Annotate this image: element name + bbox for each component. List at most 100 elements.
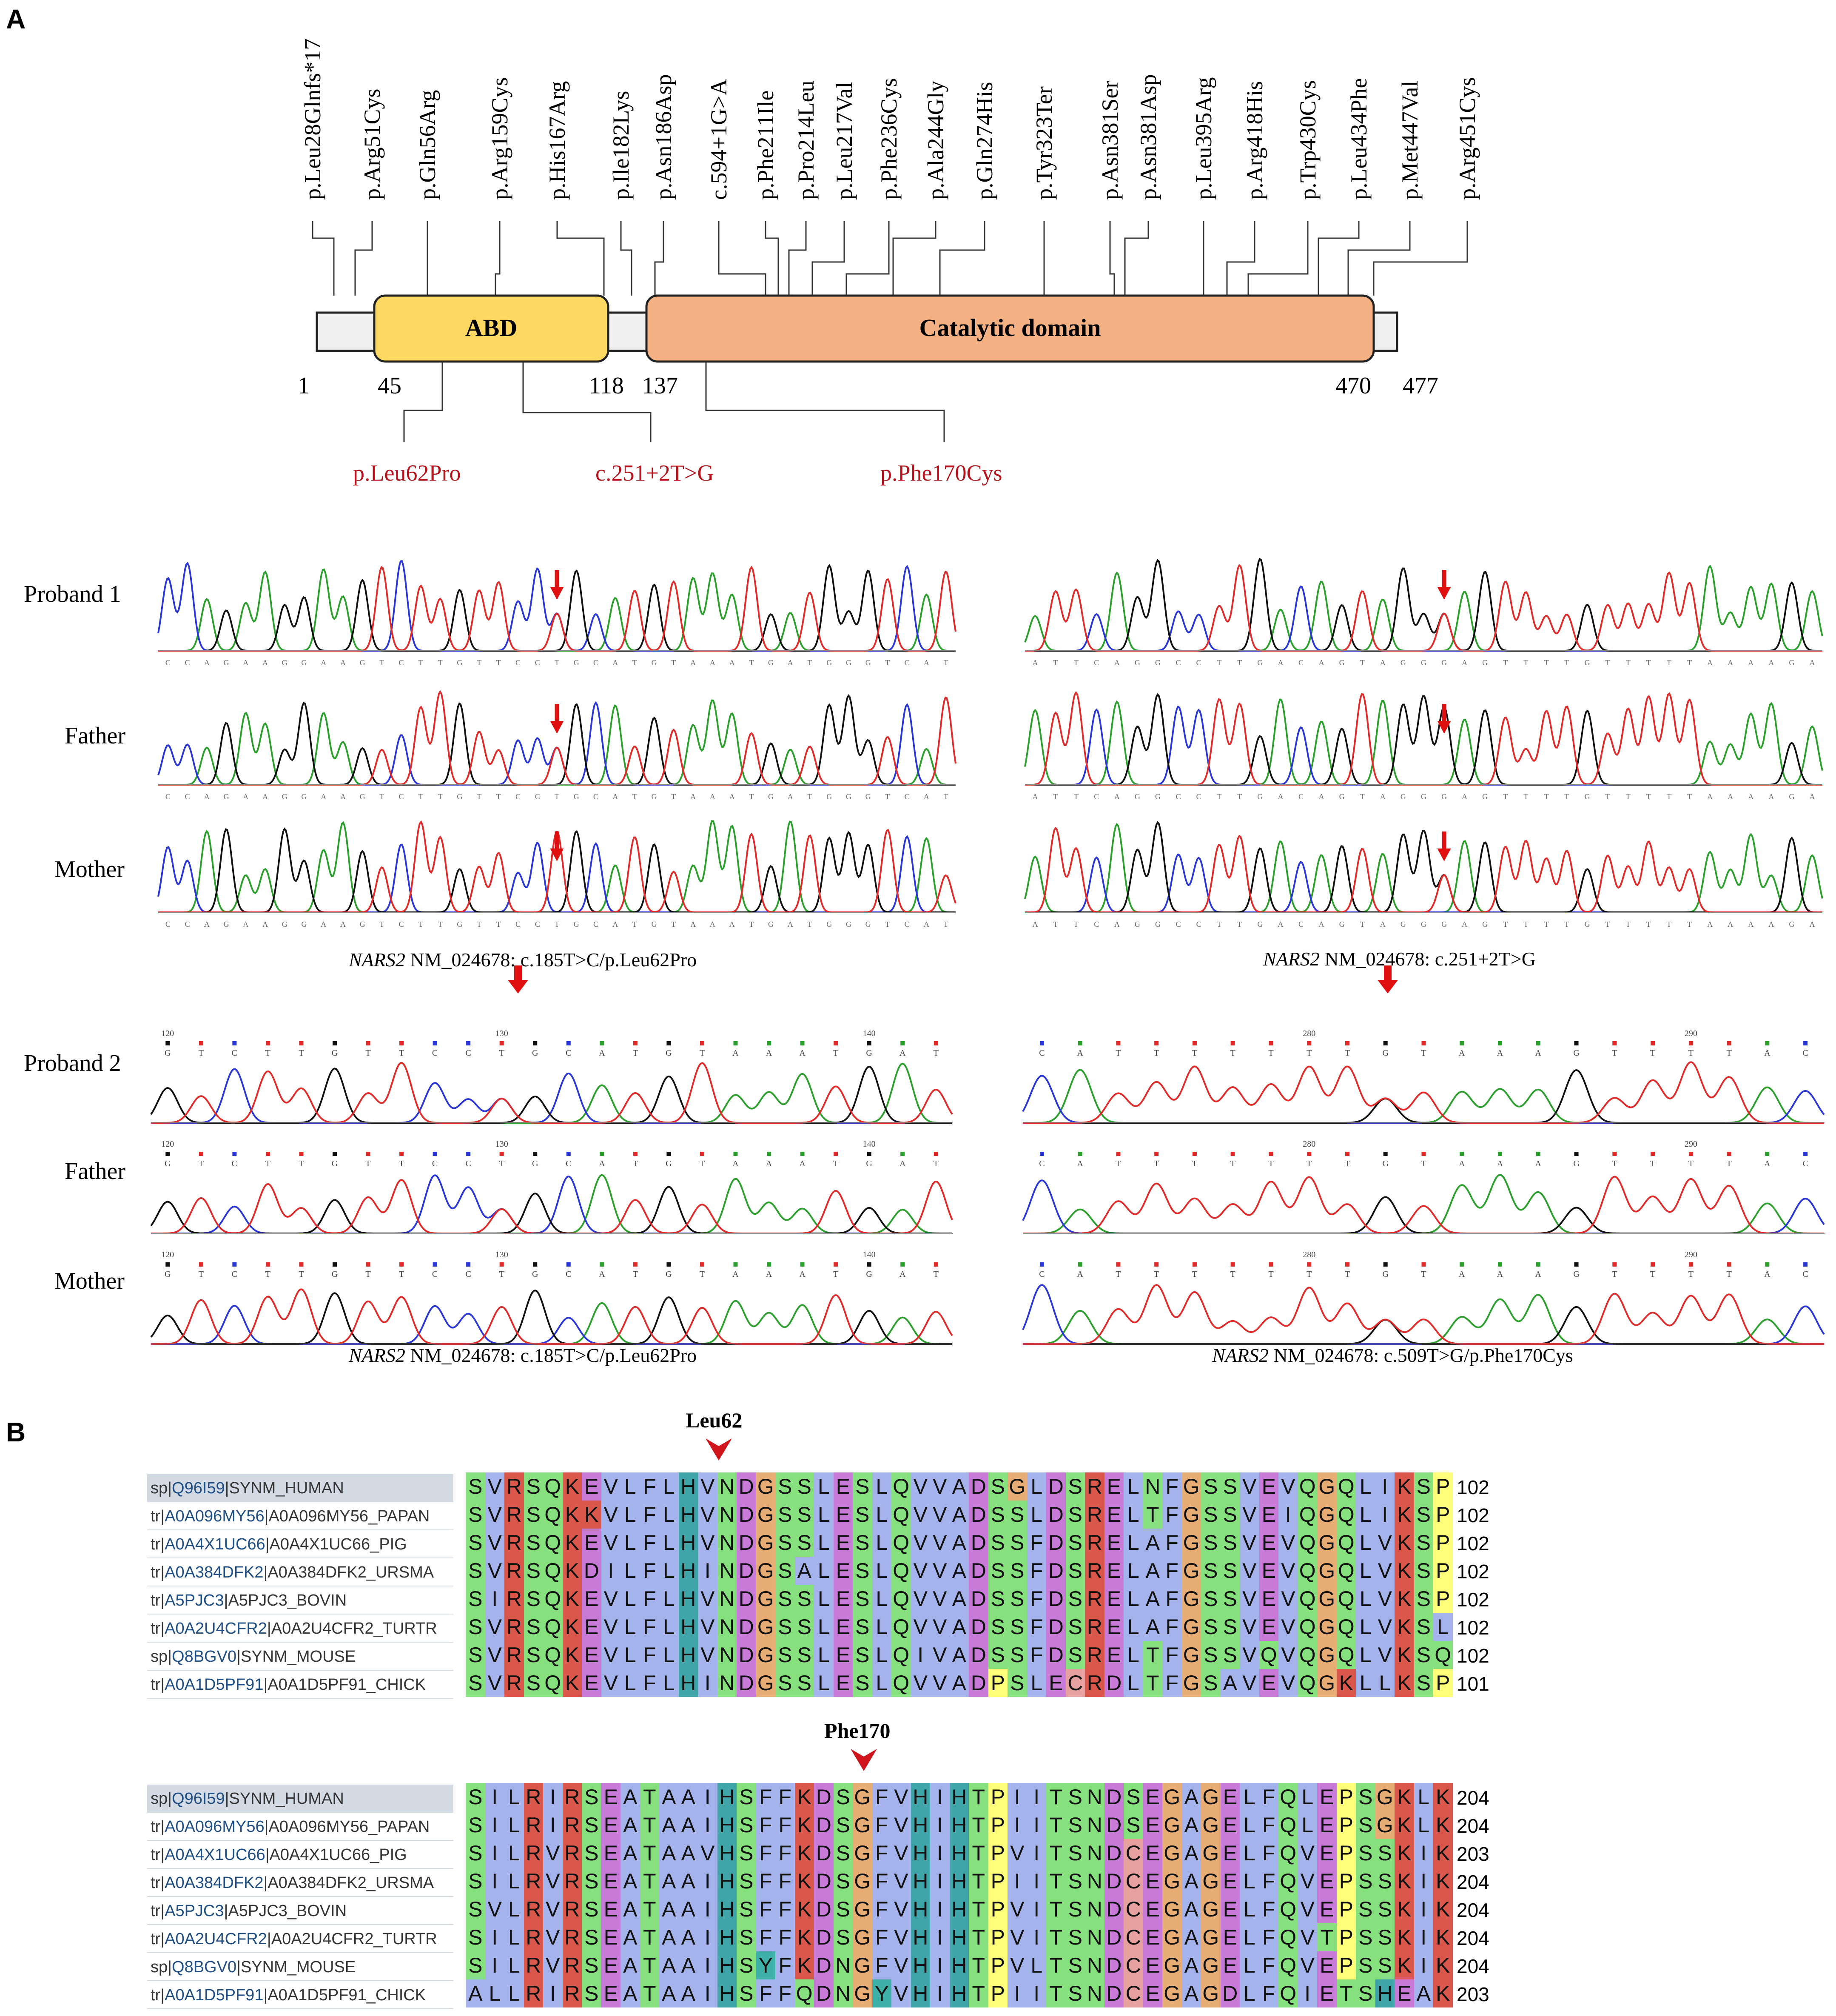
base-call-dot xyxy=(1154,1262,1159,1267)
residue: V xyxy=(1278,1613,1298,1641)
residue: S xyxy=(737,1783,756,1811)
residue: H xyxy=(949,1895,969,1923)
residue: P xyxy=(1336,1895,1356,1923)
svg-text:G: G xyxy=(457,920,462,928)
residue: A xyxy=(949,1557,969,1585)
residue: Q xyxy=(1278,1867,1298,1895)
base-call-letter: T xyxy=(1726,1270,1731,1279)
residue: D xyxy=(969,1669,988,1697)
residue: L xyxy=(1124,1501,1143,1529)
residue: N xyxy=(1085,1951,1104,1979)
residue: V xyxy=(1240,1585,1259,1613)
svg-text:T: T xyxy=(1503,792,1508,801)
residue: S xyxy=(794,1613,814,1641)
residue: F xyxy=(775,1923,795,1951)
base-call-letter: T xyxy=(1650,1159,1655,1168)
residue: Q xyxy=(1298,1472,1317,1501)
residue: V xyxy=(1008,1951,1027,1979)
residue: V xyxy=(601,1472,621,1501)
residue: G xyxy=(853,1923,872,1951)
residue: N xyxy=(717,1641,737,1669)
leader-line xyxy=(620,221,632,296)
residue: Q xyxy=(1298,1501,1317,1529)
residue: V xyxy=(601,1529,621,1557)
residue: D xyxy=(969,1501,988,1529)
svg-text:C: C xyxy=(515,658,521,667)
leader-line xyxy=(556,221,605,296)
svg-text:G: G xyxy=(865,792,871,801)
residue: V xyxy=(1278,1585,1298,1613)
residue: L xyxy=(814,1613,834,1641)
residue: S xyxy=(737,1923,756,1951)
residue: F xyxy=(1162,1613,1182,1641)
residue: K xyxy=(794,1811,814,1839)
residue: C xyxy=(1124,1895,1143,1923)
base-call-letter: A xyxy=(1459,1270,1465,1279)
svg-text:T: T xyxy=(1605,920,1610,928)
base-call-dot xyxy=(934,1041,938,1045)
svg-text:G: G xyxy=(282,920,287,928)
residue: E xyxy=(582,1585,601,1613)
residue: L xyxy=(1356,1585,1375,1613)
residue: H xyxy=(717,1923,737,1951)
residue: L xyxy=(1027,1501,1046,1529)
top-variant-label: p.Asn381Asp xyxy=(1136,74,1161,200)
top-variant-label: p.His167Arg xyxy=(544,81,570,200)
residue: L xyxy=(504,1923,524,1951)
residue: G xyxy=(756,1585,775,1613)
residue: F xyxy=(640,1585,659,1613)
residue: S xyxy=(582,1839,601,1867)
residue: R xyxy=(562,1867,582,1895)
svg-text:T: T xyxy=(1646,792,1651,801)
residue: S xyxy=(988,1641,1008,1669)
residue: V xyxy=(543,1867,563,1895)
residue: V xyxy=(1008,1839,1027,1867)
residue: H xyxy=(678,1613,698,1641)
residue: H xyxy=(717,1783,737,1811)
residue: S xyxy=(1065,1951,1085,1979)
residue: R xyxy=(1085,1557,1104,1585)
caption-right-2: NARS2 NM_024678: c.509T>G/p.Phe170Cys xyxy=(1212,1344,1573,1366)
residue: L xyxy=(621,1641,640,1669)
position-label: 477 xyxy=(1403,373,1438,399)
base-call-letter: G xyxy=(532,1048,538,1058)
position-tick: 280 xyxy=(1303,1029,1315,1038)
svg-text:G: G xyxy=(1421,792,1426,801)
residue: A xyxy=(1143,1585,1162,1613)
svg-text:C: C xyxy=(535,658,540,667)
svg-text:A: A xyxy=(243,658,248,667)
variant-arrow xyxy=(550,831,564,861)
svg-text:T: T xyxy=(1237,792,1242,801)
residue: D xyxy=(969,1641,988,1669)
residue: S xyxy=(1065,1501,1085,1529)
residue: S xyxy=(1065,1979,1085,2007)
residue: L xyxy=(621,1501,640,1529)
base-call-dot xyxy=(1383,1041,1388,1045)
residue: D xyxy=(737,1529,756,1557)
residue: F xyxy=(756,1783,775,1811)
svg-text:T: T xyxy=(496,792,501,801)
residue: F xyxy=(756,1839,775,1867)
base-call-letter: T xyxy=(633,1048,638,1058)
base-call-letter: A xyxy=(1535,1048,1542,1058)
residue: G xyxy=(1162,1895,1182,1923)
base-call-dot xyxy=(900,1262,905,1267)
residue: T xyxy=(969,1867,988,1895)
residue: S xyxy=(1065,1613,1085,1641)
svg-text:C: C xyxy=(905,792,910,801)
residue: G xyxy=(1162,1923,1182,1951)
svg-text:C: C xyxy=(535,920,540,928)
base-call-dot xyxy=(1421,1152,1426,1156)
base-call-dot xyxy=(1192,1041,1197,1045)
residue: V xyxy=(543,1895,563,1923)
svg-text:G: G xyxy=(1135,658,1140,667)
residue: K xyxy=(1395,1669,1414,1697)
residue: P xyxy=(988,1839,1008,1867)
sequence-name: tr|A0A096MY56|A0A096MY56_PAPAN xyxy=(147,1813,453,1841)
svg-text:G: G xyxy=(826,920,832,928)
residue: L xyxy=(814,1557,834,1585)
residue: Q xyxy=(1336,1501,1356,1529)
residue: E xyxy=(1143,1839,1162,1867)
residue: H xyxy=(911,1895,930,1923)
